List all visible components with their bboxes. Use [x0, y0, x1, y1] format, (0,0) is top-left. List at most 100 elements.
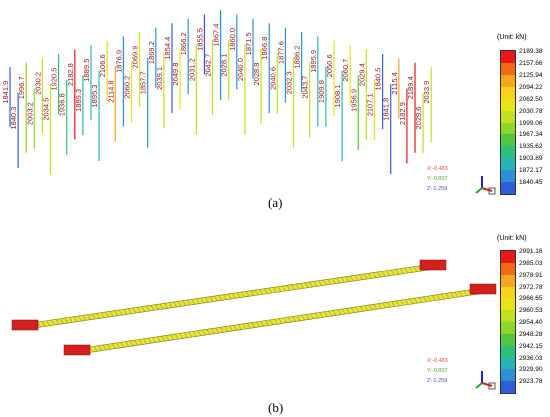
cable-force-label: 1889.5: [82, 59, 91, 82]
view-coordinates: X:-0.483 Y:-0.837 Z: 0.259: [427, 356, 448, 386]
legend-value: 2991.16: [519, 248, 543, 255]
legend-value: 2030.78: [519, 107, 543, 115]
legend-value: 2978.91: [519, 271, 543, 279]
legend-swatch: [501, 357, 515, 370]
legend-swatch: [501, 369, 515, 382]
legend-value: 2960.53: [519, 307, 543, 315]
legend-swatch: [501, 322, 515, 335]
legend-swatch: [501, 345, 515, 358]
legend-swatch: [501, 274, 515, 287]
cable-force-label: 1869.2: [147, 41, 156, 64]
legend-value: 1999.06: [519, 119, 543, 127]
cable-force-label: 1909.8: [317, 80, 326, 103]
legend-value: 2966.65: [519, 295, 543, 303]
legend-swatch: [501, 182, 515, 195]
cable-force-label: 2043.7: [301, 76, 310, 99]
view-coordinates: X:-0.483 Y:-0.837 Z: 0.259: [427, 164, 448, 194]
cable-force-label: 1936.8: [58, 93, 67, 116]
deck-force-plot: [11, 259, 497, 356]
cable-force-label: 1886.2: [293, 46, 302, 69]
legend-value: 1935.62: [519, 143, 543, 151]
cable-force-label: 1841.9: [1, 81, 10, 104]
legend-value: 2972.78: [519, 283, 543, 291]
cable-force-label: 1908.1: [333, 85, 342, 108]
cable-force-label: 2028.8: [252, 63, 261, 86]
legend-swatch: [501, 310, 515, 323]
legend-swatch: [501, 381, 515, 394]
legend-value: 2923.78: [519, 378, 543, 386]
cable-force-label: 2039.1: [155, 67, 164, 90]
high-force-end: [11, 319, 39, 331]
coord-z: Z: 0.259: [427, 186, 448, 192]
cable-force-label: 2069.9: [131, 46, 140, 69]
color-legend: [500, 50, 516, 195]
legend-value: 1903.89: [519, 155, 543, 163]
subfigure-caption-a: (a): [268, 195, 283, 210]
coord-z: Z: 0.259: [427, 378, 448, 384]
subfigure-caption-b: (b): [268, 400, 284, 415]
cable-force-label: 1855.5: [195, 28, 204, 51]
legend-value: 2942.15: [519, 342, 543, 350]
axis-triad-icon: [475, 371, 496, 390]
legend-value: 2929.90: [519, 366, 543, 374]
cable-force-label: 1841.8: [382, 98, 391, 121]
high-force-end: [63, 344, 91, 356]
cable-force-label: 1895.9: [309, 50, 318, 73]
cable-force-label: 2114.8: [106, 80, 115, 102]
legend-swatch: [501, 146, 515, 159]
high-force-end: [469, 283, 497, 295]
cable-force-label: 2042.7: [204, 54, 213, 77]
cable-force-label: 2032.3: [285, 71, 294, 94]
axis-triad-icon: [475, 176, 496, 195]
legend-swatch: [501, 74, 515, 88]
cable-force-label: 1860.0: [228, 28, 237, 51]
color-legend: [500, 250, 516, 394]
cable-force-label: 2003.2: [25, 102, 34, 125]
legend-swatch: [501, 51, 515, 64]
legend-value: 2936.03: [519, 354, 543, 362]
legend-value: 2062.50: [519, 95, 543, 103]
legend-swatch: [501, 110, 515, 123]
cable-force-label: 2029.6: [414, 107, 423, 130]
legend-value: 1967.34: [519, 131, 543, 139]
cable-force-label: 2049.8: [171, 63, 180, 86]
cable-force-label: 1920.5: [50, 68, 59, 91]
deck-girder: [11, 259, 447, 331]
legend-swatch: [501, 122, 515, 135]
legend-unit: (Unit: kN): [497, 235, 527, 242]
cable-force-label: 1866.2: [179, 32, 188, 55]
cable-force-label: 1996.7: [17, 76, 26, 99]
legend-value: 2189.38: [519, 48, 543, 55]
cable-force-label: 2182.9: [398, 102, 407, 125]
cable-force-label: 1840.3: [9, 107, 18, 130]
legend-value: 1872.17: [519, 167, 543, 175]
legend-value: 2125.94: [519, 71, 543, 79]
cable-force-label: 2034.5: [42, 98, 51, 121]
legend-swatch: [501, 134, 515, 147]
cable-force-label: 2106.6: [98, 54, 107, 77]
cable-force-label: 1877.6: [276, 41, 285, 64]
cable-force-label: 1857.7: [139, 71, 148, 94]
cable-force-label: 1956.9: [349, 89, 358, 112]
legend-swatch: [501, 298, 515, 311]
cable-force-label: 1895.3: [90, 85, 99, 108]
cable-force-label: 2029.4: [357, 63, 366, 86]
deck-girder: [63, 283, 497, 356]
coord-x: X:-0.483: [427, 358, 448, 364]
legend-swatch: [501, 170, 515, 183]
legend-value: 2985.03: [519, 259, 543, 267]
cable-force-label: 2115.4: [390, 72, 399, 94]
coord-x: X:-0.483: [427, 166, 448, 172]
cable-force-label: 1871.5: [244, 32, 253, 55]
cable-force-label: 2028.1: [220, 54, 229, 77]
deck-force-panel: (Unit: kN) 2991.16 2985.03 2978.91 2972.78 2…: [0, 224, 550, 396]
cable-force-label: 2182.8: [66, 63, 75, 86]
cable-force-label: 2040.6: [268, 67, 277, 90]
legend-swatch: [501, 333, 515, 347]
cable-force-label: 2060.7: [341, 59, 350, 82]
cable-force-label: 2033.9: [422, 81, 431, 104]
coord-y: Y:-0.837: [427, 176, 448, 182]
cable-force-label: 2040.0: [236, 58, 245, 81]
cable-force-label: 2189.4: [406, 76, 415, 99]
